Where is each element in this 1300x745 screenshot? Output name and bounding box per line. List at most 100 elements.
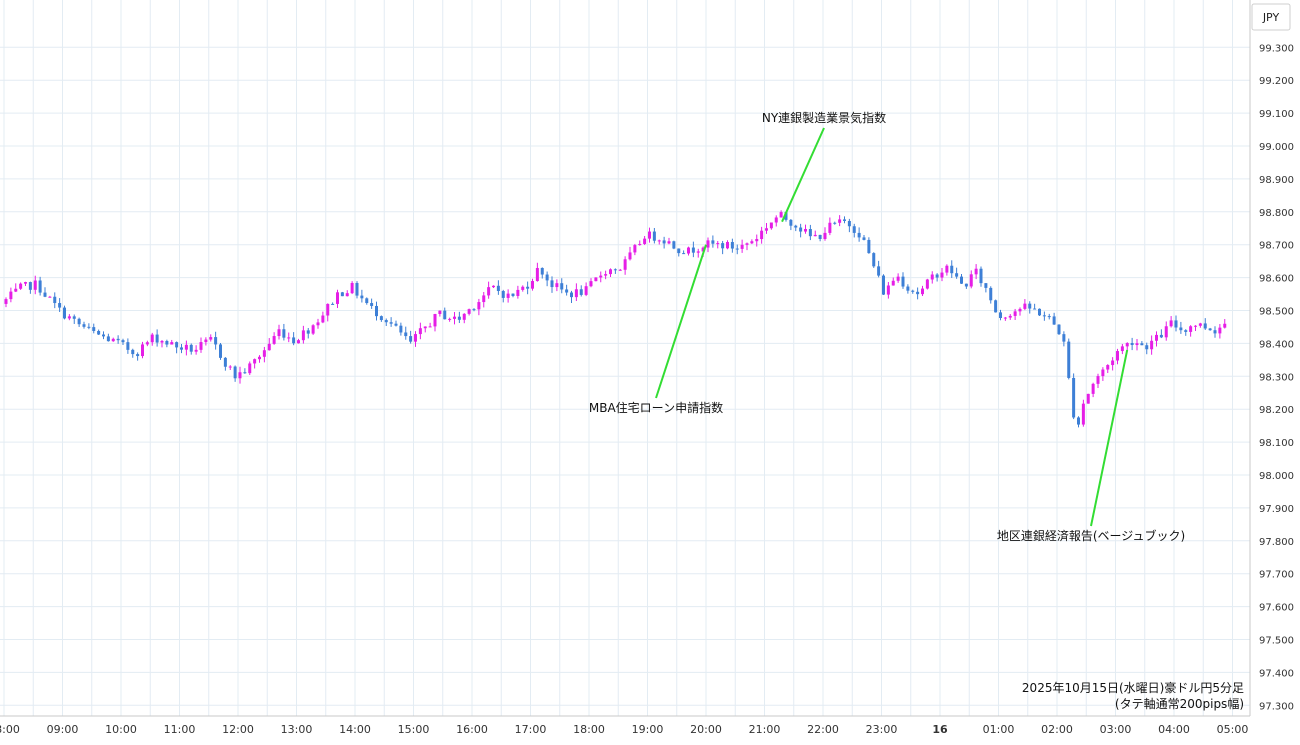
candlestick-series [4, 210, 1227, 428]
candle-body [623, 259, 627, 270]
candle-body [150, 334, 154, 343]
candle-body [1052, 316, 1056, 325]
x-tick-label: 21:00 [749, 723, 781, 736]
candle-body [886, 285, 890, 295]
candle-body [102, 334, 105, 337]
candle-body [77, 318, 81, 325]
x-tick-label: 01:00 [983, 723, 1015, 736]
candle-body [555, 283, 559, 288]
y-tick-label: 98.600 [1259, 274, 1294, 285]
candle-body [1150, 340, 1154, 350]
candle-body [652, 231, 656, 241]
candle-body [311, 325, 315, 334]
candle-body [570, 292, 573, 298]
candle-body [745, 243, 749, 245]
candle-body [950, 265, 954, 274]
candle-body [940, 272, 944, 278]
candle-body [1008, 315, 1012, 318]
candle-body [248, 363, 252, 374]
candle-body [789, 219, 793, 226]
candle-body [189, 344, 193, 352]
x-tick-label: 20:00 [690, 723, 722, 736]
candle-body [233, 366, 237, 379]
candle-body [1106, 365, 1110, 370]
candle-body [384, 320, 388, 323]
y-tick-label: 98.100 [1259, 438, 1294, 449]
unit-label: JPY [1262, 11, 1280, 24]
candle-body [526, 286, 530, 289]
x-tick-label: 14:00 [339, 723, 371, 736]
candle-body [633, 245, 637, 253]
candle-body [628, 252, 632, 260]
candle-body [969, 274, 973, 287]
candle-body [999, 312, 1002, 319]
candle-body [277, 329, 281, 337]
candle-body [131, 349, 135, 355]
candle-body [706, 240, 710, 248]
candle-body [448, 318, 452, 320]
candle-body [823, 232, 827, 239]
candle-body [438, 310, 442, 314]
candle-body [960, 276, 963, 284]
candle-body [677, 248, 681, 254]
candle-body [760, 230, 764, 240]
y-tick-label: 98.700 [1259, 241, 1294, 252]
candle-body [1013, 311, 1017, 316]
candle-body [136, 354, 140, 357]
candle-body [1101, 369, 1105, 377]
candle-body [1203, 323, 1207, 329]
candle-body [921, 288, 924, 295]
candle-body [111, 338, 115, 342]
candle-body [223, 357, 227, 367]
candle-body [67, 316, 71, 319]
candle-body [1091, 383, 1095, 394]
candle-body [935, 274, 939, 278]
candle-body [418, 328, 422, 335]
candle-body [496, 285, 500, 292]
candle-body [345, 293, 349, 297]
candle-body [145, 342, 149, 345]
candle-body [1130, 343, 1134, 345]
annotation-label: MBA住宅ローン申請指数 [589, 400, 723, 415]
candle-body [1184, 330, 1188, 332]
candle-body [662, 240, 666, 244]
candle-body [1218, 327, 1222, 334]
candle-body [1155, 334, 1158, 341]
candle-body [974, 268, 978, 275]
candle-body [1057, 324, 1061, 335]
y-tick-label: 98.800 [1259, 208, 1294, 219]
x-tick-label: 04:00 [1158, 723, 1190, 736]
candle-body [321, 315, 325, 323]
candle-body [916, 291, 920, 295]
candle-body [33, 280, 37, 290]
candle-body [989, 287, 993, 301]
candle-body [955, 273, 959, 277]
y-tick-label: 98.200 [1259, 405, 1294, 416]
y-tick-label: 97.800 [1259, 537, 1294, 548]
candle-body [638, 243, 642, 246]
x-tick-label: 18:00 [573, 723, 605, 736]
y-tick-label: 99.100 [1259, 109, 1294, 120]
candle-body [594, 277, 598, 282]
candle-body [1062, 334, 1066, 342]
x-tick-label: 09:00 [47, 723, 79, 736]
candle-body [604, 274, 608, 276]
chart-caption-note: (タテ軸通常200pips幅) [1115, 696, 1244, 711]
candle-body [258, 356, 261, 360]
candle-body [862, 237, 866, 240]
candle-body [272, 336, 276, 344]
candle-body [1111, 360, 1115, 366]
candle-body [316, 322, 320, 326]
candle-body [1159, 334, 1163, 338]
candle-body [531, 281, 534, 289]
candle-body [1116, 351, 1119, 361]
candle-body [930, 274, 934, 280]
candle-body [813, 234, 817, 237]
y-tick-label: 98.300 [1259, 372, 1294, 383]
candle-body [925, 279, 929, 289]
candle-body [979, 268, 983, 284]
candle-body [141, 344, 144, 357]
x-tick-label: 15:00 [398, 723, 430, 736]
